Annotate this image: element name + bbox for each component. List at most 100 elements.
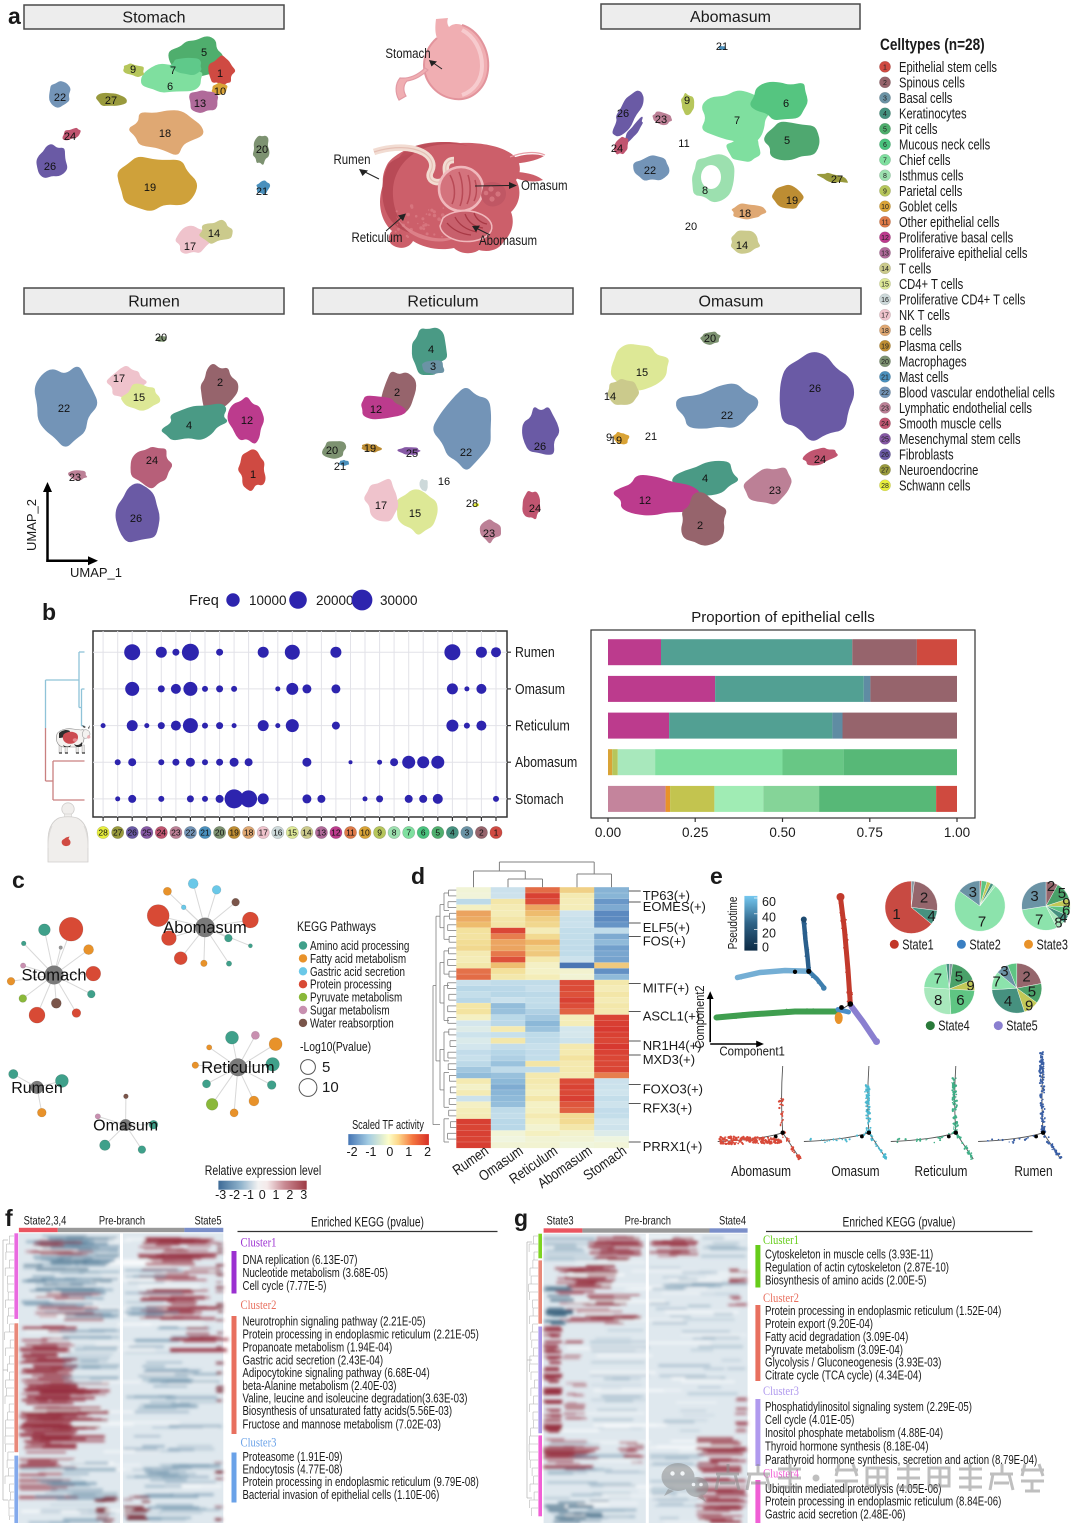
svg-text:8: 8 bbox=[392, 828, 397, 838]
svg-text:23: 23 bbox=[171, 828, 181, 838]
svg-text:12: 12 bbox=[639, 495, 651, 507]
svg-text:3: 3 bbox=[300, 1188, 307, 1202]
svg-text:24: 24 bbox=[814, 454, 826, 466]
svg-text:5: 5 bbox=[883, 126, 887, 133]
svg-text:22: 22 bbox=[58, 403, 70, 415]
svg-text:26: 26 bbox=[534, 441, 546, 453]
svg-text:0.25: 0.25 bbox=[682, 825, 708, 840]
svg-text:19: 19 bbox=[144, 182, 156, 194]
svg-text:Smooth muscle cells: Smooth muscle cells bbox=[899, 416, 1001, 432]
svg-text:Cell cycle (4.01E-05): Cell cycle (4.01E-05) bbox=[765, 1412, 854, 1427]
svg-text:16: 16 bbox=[273, 828, 283, 838]
svg-text:0.00: 0.00 bbox=[595, 825, 621, 840]
svg-text:DNA replication (6.13E-07): DNA replication (6.13E-07) bbox=[243, 1252, 358, 1267]
svg-text:20: 20 bbox=[256, 144, 268, 156]
svg-text:22: 22 bbox=[644, 165, 656, 177]
svg-text:1: 1 bbox=[883, 64, 887, 71]
svg-text:11: 11 bbox=[346, 828, 355, 838]
svg-text:Sugar metabolism: Sugar metabolism bbox=[310, 1003, 390, 1018]
svg-text:Thyroid hormone synthesis (8.1: Thyroid hormone synthesis (8.18E-04) bbox=[765, 1439, 929, 1454]
svg-text:9: 9 bbox=[130, 64, 136, 76]
svg-text:6: 6 bbox=[421, 828, 426, 838]
svg-text:16: 16 bbox=[881, 297, 889, 304]
svg-text:Abomasum: Abomasum bbox=[515, 755, 577, 771]
svg-text:Ubiquitin mediated proteolysis: Ubiquitin mediated proteolysis (4.05E-06… bbox=[765, 1481, 942, 1496]
svg-text:5: 5 bbox=[201, 47, 207, 59]
svg-text:Rumen: Rumen bbox=[515, 645, 555, 661]
svg-text:17: 17 bbox=[184, 241, 196, 253]
svg-text:Pre-branch: Pre-branch bbox=[99, 1214, 145, 1228]
svg-text:8: 8 bbox=[934, 992, 942, 1009]
svg-text:Spinous cells: Spinous cells bbox=[899, 75, 965, 91]
svg-text:7: 7 bbox=[993, 974, 1001, 991]
svg-text:B cells: B cells bbox=[899, 323, 932, 339]
svg-text:Gastric acid secretion: Gastric acid secretion bbox=[310, 964, 405, 979]
svg-text:8: 8 bbox=[883, 173, 887, 180]
svg-text:15: 15 bbox=[288, 828, 298, 838]
svg-text:Mesenchymal stem cells: Mesenchymal stem cells bbox=[899, 432, 1021, 448]
svg-text:RFX3(+): RFX3(+) bbox=[643, 1101, 692, 1116]
svg-text:Endocytosis (4.77E-08): Endocytosis (4.77E-08) bbox=[243, 1462, 343, 1477]
svg-text:5: 5 bbox=[1028, 984, 1036, 1001]
svg-text:25: 25 bbox=[406, 448, 418, 460]
svg-text:26: 26 bbox=[881, 452, 889, 459]
svg-text:4: 4 bbox=[186, 420, 192, 432]
svg-text:3: 3 bbox=[430, 361, 436, 373]
svg-text:26: 26 bbox=[127, 828, 137, 838]
svg-text:Other epithelial cells: Other epithelial cells bbox=[899, 215, 1000, 231]
svg-text:3: 3 bbox=[1030, 888, 1038, 905]
svg-text:8: 8 bbox=[702, 185, 708, 197]
svg-text:5: 5 bbox=[1058, 885, 1066, 902]
svg-text:Gastric acid secretion (2.43E-: Gastric acid secretion (2.43E-04) bbox=[243, 1353, 384, 1368]
svg-text:28: 28 bbox=[881, 483, 889, 490]
svg-text:7: 7 bbox=[170, 65, 176, 77]
svg-text:20: 20 bbox=[762, 927, 776, 941]
svg-text:21: 21 bbox=[334, 461, 346, 473]
svg-text:Mucous neck cells: Mucous neck cells bbox=[899, 137, 990, 153]
svg-text:0.50: 0.50 bbox=[769, 825, 795, 840]
svg-text:10: 10 bbox=[214, 86, 226, 98]
svg-text:28: 28 bbox=[466, 498, 478, 510]
svg-text:0: 0 bbox=[762, 940, 769, 954]
svg-text:14: 14 bbox=[736, 240, 748, 252]
svg-text:State2: State2 bbox=[969, 937, 1000, 953]
svg-text:1.00: 1.00 bbox=[944, 825, 970, 840]
svg-text:Epithelial stem cells: Epithelial stem cells bbox=[899, 60, 997, 76]
svg-text:Neuroendocrine: Neuroendocrine bbox=[899, 463, 978, 479]
svg-text:Abomasum: Abomasum bbox=[690, 9, 771, 26]
svg-text:Fatty acid metabolism: Fatty acid metabolism bbox=[310, 951, 406, 966]
svg-text:Protein processing in endoplas: Protein processing in endoplasmic reticu… bbox=[765, 1303, 1001, 1318]
svg-text:Adipocytokine signaling pathwa: Adipocytokine signaling pathway (6.68E-0… bbox=[243, 1365, 430, 1380]
svg-text:Amino acid processing: Amino acid processing bbox=[310, 938, 409, 953]
svg-text:a: a bbox=[8, 3, 21, 29]
svg-text:21: 21 bbox=[645, 431, 657, 443]
svg-text:Phosphatidylinositol signaling: Phosphatidylinositol signaling system (2… bbox=[765, 1399, 972, 1414]
svg-text:24: 24 bbox=[881, 421, 889, 428]
svg-text:Protein processing in endoplas: Protein processing in endoplasmic reticu… bbox=[243, 1327, 479, 1342]
svg-text:TP63(+): TP63(+) bbox=[643, 888, 690, 903]
svg-text:Relative expression level: Relative expression level bbox=[205, 1163, 322, 1178]
svg-text:FOXO3(+): FOXO3(+) bbox=[643, 1082, 703, 1097]
svg-text:Parietal cells: Parietal cells bbox=[899, 184, 962, 200]
svg-text:Rumen: Rumen bbox=[128, 294, 180, 311]
svg-text:2: 2 bbox=[217, 377, 223, 389]
svg-text:Cluster2: Cluster2 bbox=[241, 1298, 277, 1312]
svg-text:Citrate cycle (TCA cycle) (4.: Citrate cycle (TCA cycle) (4.34E-04) bbox=[765, 1368, 922, 1383]
svg-text:Omasum: Omasum bbox=[93, 1118, 158, 1135]
svg-text:12: 12 bbox=[241, 415, 253, 427]
svg-text:Macrophages: Macrophages bbox=[899, 354, 967, 370]
svg-text:1: 1 bbox=[494, 828, 499, 838]
svg-text:Omasum: Omasum bbox=[515, 682, 565, 698]
svg-text:3: 3 bbox=[883, 95, 887, 102]
svg-text:4: 4 bbox=[428, 344, 434, 356]
svg-text:Neurotrophin signaling pathway: Neurotrophin signaling pathway (2.21E-05… bbox=[243, 1314, 426, 1329]
svg-text:20: 20 bbox=[155, 332, 167, 344]
svg-text:Fatty acid degradation (3.09E-: Fatty acid degradation (3.09E-04) bbox=[765, 1329, 908, 1344]
svg-text:10: 10 bbox=[322, 1079, 339, 1096]
svg-text:Pyruvate metabolism: Pyruvate metabolism bbox=[310, 990, 402, 1005]
svg-text:-2: -2 bbox=[229, 1188, 240, 1202]
svg-text:Freq: Freq bbox=[189, 593, 219, 609]
svg-text:Abomasum: Abomasum bbox=[163, 919, 246, 937]
svg-text:Rumen: Rumen bbox=[11, 1080, 63, 1097]
svg-text:30000: 30000 bbox=[380, 593, 418, 608]
